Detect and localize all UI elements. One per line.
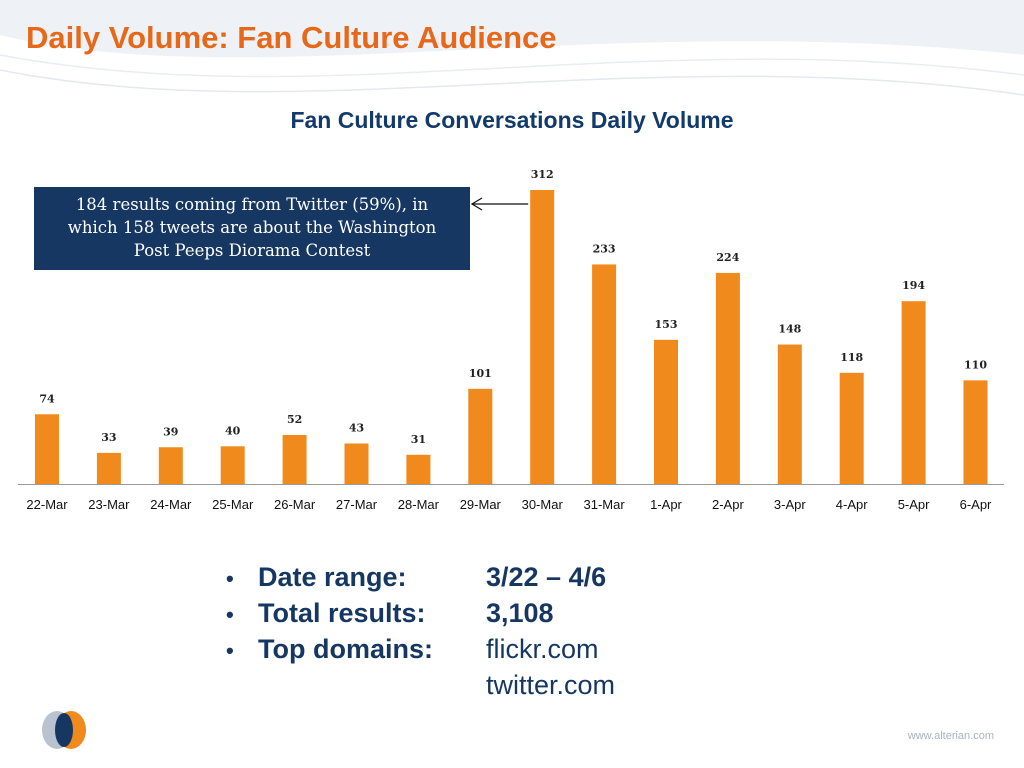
bar-29-Mar — [468, 388, 493, 484]
x-tick-label: 31-Mar — [584, 497, 626, 512]
data-label: 194 — [902, 279, 925, 292]
data-label: 52 — [287, 413, 302, 426]
data-label: 233 — [593, 242, 616, 255]
callout-text: 184 results coming from Twitter (59%), i… — [67, 195, 437, 260]
bar-2-Apr — [715, 272, 740, 484]
data-label: 312 — [531, 168, 554, 181]
stat-label: Total results: — [258, 598, 426, 628]
stat-value: flickr.com — [486, 634, 599, 664]
x-tick-label: 27-Mar — [336, 497, 378, 512]
data-label: 40 — [225, 424, 241, 437]
x-tick-label: 29-Mar — [460, 497, 502, 512]
data-label: 31 — [411, 433, 426, 446]
x-tick-label: 6-Apr — [960, 497, 992, 512]
stat-label: Date range: — [258, 562, 407, 592]
x-tick-label: 30-Mar — [522, 497, 564, 512]
x-tick-label: 24-Mar — [150, 497, 192, 512]
data-label: 39 — [163, 425, 178, 438]
bar-27-Mar — [344, 443, 369, 484]
data-label: 101 — [469, 367, 492, 380]
bar-23-Mar — [96, 452, 121, 484]
bar-4-Apr — [839, 372, 864, 484]
bar-30-Mar — [530, 190, 555, 484]
bullet-icon: • — [226, 602, 234, 627]
x-tick-label: 3-Apr — [774, 497, 806, 512]
bar-chart: 74 22-Mar 33 23-Mar 39 24-Mar 40 25-Mar 52 26-Mar… — [18, 168, 1004, 512]
data-label: 33 — [101, 431, 116, 444]
x-tick-label: 26-Mar — [274, 497, 316, 512]
bar-31-Mar — [592, 264, 617, 484]
bar-28-Mar — [406, 454, 431, 484]
x-tick-label: 28-Mar — [398, 497, 440, 512]
data-label: 110 — [964, 358, 987, 371]
x-tick-label: 2-Apr — [712, 497, 744, 512]
bar-3-Apr — [777, 344, 802, 484]
bar-5-Apr — [901, 301, 926, 484]
x-tick-label: 5-Apr — [898, 497, 930, 512]
data-label: 224 — [716, 251, 739, 264]
stat-value: 3/22 – 4/6 — [486, 562, 607, 592]
stat-value: twitter.com — [486, 670, 616, 700]
data-label: 148 — [778, 323, 801, 336]
annotation-arrowhead — [470, 197, 483, 211]
alterian-logo-icon — [42, 711, 86, 749]
bullet-icon: • — [226, 638, 234, 663]
chart-title-text: Fan Culture Conversations Daily Volume — [290, 107, 734, 133]
x-tick-label: 1-Apr — [650, 497, 682, 512]
chart-title: Fan Culture Conversations Daily Volume — [0, 107, 1024, 134]
slide-title: Daily Volume: Fan Culture Audience — [26, 20, 557, 55]
x-tick-label: 4-Apr — [836, 497, 868, 512]
stat-label: Top domains: — [258, 634, 433, 664]
bar-22-Mar — [35, 414, 59, 484]
data-label: 43 — [349, 421, 364, 434]
bar-24-Mar — [158, 447, 183, 484]
x-tick-label: 22-Mar — [26, 497, 68, 512]
data-label: 153 — [655, 318, 678, 331]
annotation-callout: 184 results coming from Twitter (59%), i… — [34, 187, 470, 270]
stat-value: 3,108 — [486, 598, 554, 628]
bar-6-Apr — [963, 380, 988, 484]
data-label: 74 — [39, 392, 55, 405]
bar-26-Mar — [282, 435, 307, 484]
x-tick-label: 25-Mar — [212, 497, 254, 512]
x-tick-label: 23-Mar — [88, 497, 130, 512]
bar-1-Apr — [654, 339, 678, 484]
data-label: 118 — [840, 351, 863, 364]
bullet-icon: • — [226, 566, 234, 591]
footer-url: www.alterian.com — [907, 730, 994, 742]
bar-25-Mar — [220, 446, 245, 484]
